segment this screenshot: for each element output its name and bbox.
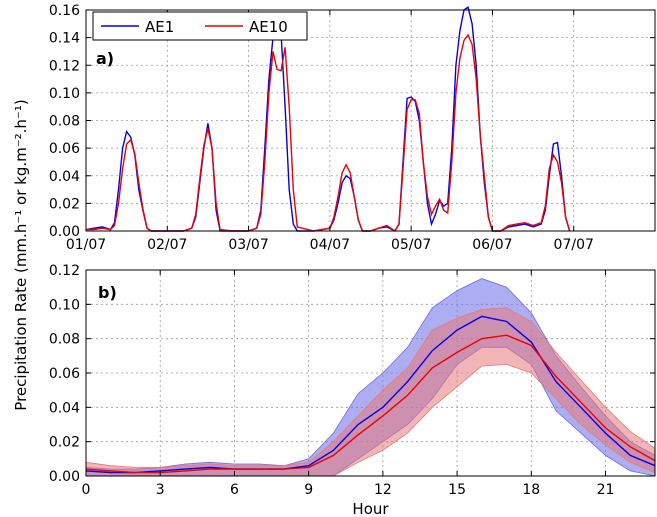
- x-tick-label: 3: [156, 482, 165, 498]
- series-line-ae10: [86, 33, 571, 232]
- y-tick-label: 0.04: [49, 169, 80, 185]
- panel-b-x-axis-label: Hour: [352, 500, 389, 517]
- x-tick-label: 07/07: [554, 237, 594, 253]
- series-line-ae1: [85, 6, 571, 232]
- y-tick-label: 0.16: [49, 3, 80, 19]
- series-line-ae1: [85, 315, 656, 474]
- x-tick-label: 12: [374, 482, 392, 498]
- y-tick-label: 0.10: [49, 86, 80, 102]
- x-tick-label: 18: [522, 482, 540, 498]
- x-tick-label: 02/07: [147, 237, 187, 253]
- y-axis-label: Precipitation Rate (mm.h⁻¹ or kg.m⁻².h⁻¹…: [12, 99, 30, 410]
- y-tick-label: 0.08: [49, 114, 80, 130]
- x-tick-label: 05/07: [391, 237, 431, 253]
- x-tick-label: 01/07: [66, 237, 106, 253]
- series-line-ae10: [85, 334, 656, 474]
- legend-label-ae1: AE1: [145, 18, 174, 36]
- panel-a-series: [85, 6, 571, 232]
- panel-a-grid: [86, 10, 655, 231]
- panel-b: 0 3 6 9 12 15 18 21 0.00 0.02 0.04 0.06 0.08 0.10 0.12…: [49, 263, 656, 517]
- y-tick-label: 0.04: [49, 400, 80, 416]
- panel-b-ticks: 0 3 6 9 12 15 18 21 0.00 0.02 0.04 0.06 0.08 0.10 0.12: [49, 263, 655, 498]
- legend-label-ae10: AE10: [249, 18, 288, 36]
- x-tick-label: 21: [597, 482, 615, 498]
- y-tick-label: 0.12: [49, 263, 80, 279]
- y-tick-label: 0.02: [49, 196, 80, 212]
- x-tick-label: 0: [82, 482, 91, 498]
- y-tick-label: 0.12: [49, 58, 80, 74]
- y-tick-label: 0.08: [49, 332, 80, 348]
- y-tick-label: 0.06: [49, 141, 80, 157]
- panel-a-ticks: 01/07 02/07 03/07 04/07 05/07 06/07 07/07 0.00 0…: [49, 3, 655, 253]
- x-tick-label: 06/07: [472, 237, 512, 253]
- x-tick-label: 03/07: [228, 237, 268, 253]
- panel-b-series: [85, 315, 656, 474]
- y-tick-label: 0.00: [49, 469, 80, 485]
- panel-b-bands: [85, 278, 656, 477]
- y-tick-label: 0.14: [49, 31, 80, 47]
- legend: AE1 AE10: [92, 11, 308, 41]
- x-tick-label: 15: [448, 482, 466, 498]
- panel-b-label: b): [98, 283, 117, 302]
- y-tick-label: 0.02: [49, 435, 80, 451]
- x-tick-label: 6: [230, 482, 239, 498]
- x-tick-label: 9: [304, 482, 313, 498]
- panel-a: 01/07 02/07 03/07 04/07 05/07 06/07 07/07 0.00 0…: [49, 3, 656, 253]
- y-tick-label: 0.06: [49, 366, 80, 382]
- x-tick-label: 04/07: [310, 237, 350, 253]
- y-tick-label: 0.00: [49, 224, 80, 240]
- panel-a-label: a): [96, 49, 114, 68]
- y-tick-label: 0.10: [49, 297, 80, 313]
